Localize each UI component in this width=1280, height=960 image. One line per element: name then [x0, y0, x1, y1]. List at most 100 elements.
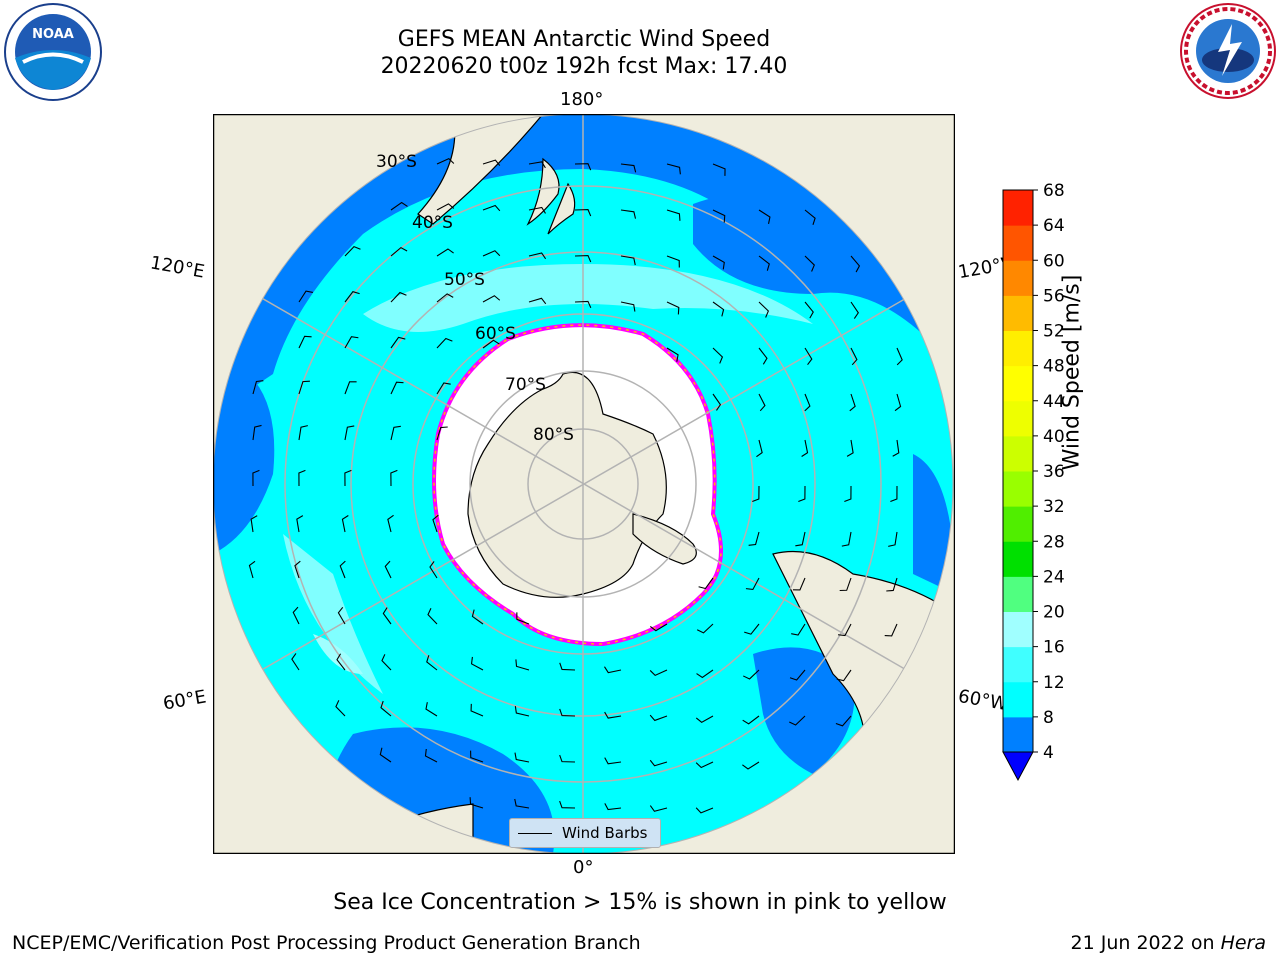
- wind-barb: [712, 301, 725, 317]
- wind-barb: [666, 301, 680, 315]
- wind-barb: [789, 715, 806, 726]
- wind-barb: [381, 654, 392, 671]
- colorbar-tick-label: 40: [1043, 427, 1065, 447]
- wind-barb: [758, 209, 771, 224]
- colorbar-tick-label: 8: [1043, 708, 1054, 728]
- colorbar-segment: [1003, 506, 1033, 542]
- wind-barb: [436, 293, 454, 303]
- noaa-logo-text: NOAA: [32, 27, 74, 42]
- wind-barb: [850, 347, 858, 366]
- wind-barb: [559, 754, 576, 763]
- wind-barb: [426, 655, 438, 671]
- wind-barb: [791, 623, 806, 636]
- wind-barb: [758, 347, 768, 365]
- wind-barb: [695, 761, 714, 769]
- wind-barb: [712, 255, 725, 270]
- wind-barb: [839, 577, 852, 592]
- chart-subtitle: 20220620 t00z 192h fcst Max: 17.40: [380, 54, 788, 79]
- colorbar-tick-label: 24: [1043, 567, 1065, 587]
- wind-barb: [291, 653, 300, 671]
- wind-barb: [436, 426, 448, 441]
- wind-barb: [482, 295, 501, 303]
- lat-label-70s: 70°S: [505, 375, 546, 395]
- chart-title: GEFS MEAN Antarctic Wind Speed: [397, 27, 771, 52]
- wind-barb: [427, 608, 438, 625]
- noaa-logo: NOAA: [3, 2, 103, 102]
- wind-barb: [758, 393, 766, 412]
- wind-barb: [574, 254, 592, 263]
- wind-barb: [390, 336, 406, 349]
- lat-label-50s: 50°S: [444, 270, 485, 290]
- wind-barb: [745, 577, 760, 591]
- lon-label-left-lower: 60°E: [161, 686, 208, 715]
- wind-barb: [344, 245, 361, 257]
- wind-barb: [528, 161, 546, 169]
- colorbar-tick-label: 44: [1043, 392, 1065, 412]
- wind-barb: [248, 560, 256, 579]
- wind-barb: [432, 514, 439, 533]
- sea-ice-note: Sea Ice Concentration > 15% is shown in …: [333, 890, 947, 915]
- footer-host: Hera: [1220, 932, 1266, 954]
- wind-barb: [390, 246, 408, 257]
- wind-barb: [712, 163, 726, 176]
- wind-barb: [835, 715, 852, 727]
- wind-barb: [515, 659, 530, 671]
- wind-barb: [424, 748, 438, 763]
- wind-barb: [756, 439, 763, 458]
- wind-barb: [758, 255, 770, 271]
- lon-label-left-upper: 120°E: [148, 252, 207, 283]
- wind-barb: [559, 662, 576, 671]
- wind-barb: [804, 347, 813, 365]
- wind-barb: [298, 335, 312, 349]
- wind-barb: [344, 469, 352, 487]
- wind-barb: [250, 515, 258, 533]
- wind-barb: [748, 531, 760, 546]
- wind-barb: [390, 469, 398, 487]
- wind-barb: [698, 577, 714, 590]
- wind-barb: [429, 561, 438, 579]
- wind-barb: [798, 485, 806, 502]
- wind-barb: [836, 669, 852, 682]
- wind-barb: [744, 623, 760, 635]
- wind-barb: [789, 669, 806, 681]
- wind-barb: [884, 623, 898, 637]
- wind-barb: [252, 380, 264, 395]
- wind-barb: [252, 469, 260, 487]
- colorbar-segment: [1003, 576, 1033, 612]
- wind-barb: [337, 606, 346, 625]
- colorbar-segment: [1003, 260, 1033, 296]
- wind-barb: [482, 339, 500, 349]
- wind-barb: [604, 666, 622, 674]
- wind-barb: [344, 336, 359, 349]
- antarctic-map: [212, 113, 956, 855]
- wind-barb: [890, 485, 898, 503]
- wind-barb: [649, 759, 668, 767]
- wind-barb: [795, 531, 806, 547]
- wind-barb: [344, 425, 355, 441]
- wind-barb: [336, 653, 346, 671]
- wind-barb: [894, 393, 902, 412]
- graticule: [213, 114, 953, 854]
- wind-barb: [742, 761, 760, 770]
- wind-barb: [382, 607, 392, 625]
- wind-barb: [390, 201, 408, 211]
- wind-barb: [482, 159, 501, 166]
- wind-barb: [298, 290, 313, 303]
- wind-barb: [604, 711, 622, 719]
- wind-barb: [886, 577, 898, 592]
- colorbar-segment: [1003, 646, 1033, 683]
- colorbar-segment: [1003, 190, 1033, 226]
- wind-barb: [846, 439, 854, 457]
- wind-barb: [482, 250, 501, 257]
- wind-barb: [649, 669, 668, 677]
- wind-barbs: [248, 157, 903, 814]
- wind-barb: [436, 203, 455, 211]
- lon-label-bottom: 0°: [573, 857, 594, 878]
- wind-barb-legend-line: [518, 832, 552, 834]
- colorbar-tick-label: 52: [1043, 322, 1065, 342]
- nws-logo: [1178, 2, 1278, 100]
- wind-barb: [666, 347, 679, 362]
- wind-barb: [390, 291, 407, 303]
- wind-barb: [482, 204, 501, 212]
- colorbar-tick-label: 28: [1043, 532, 1065, 552]
